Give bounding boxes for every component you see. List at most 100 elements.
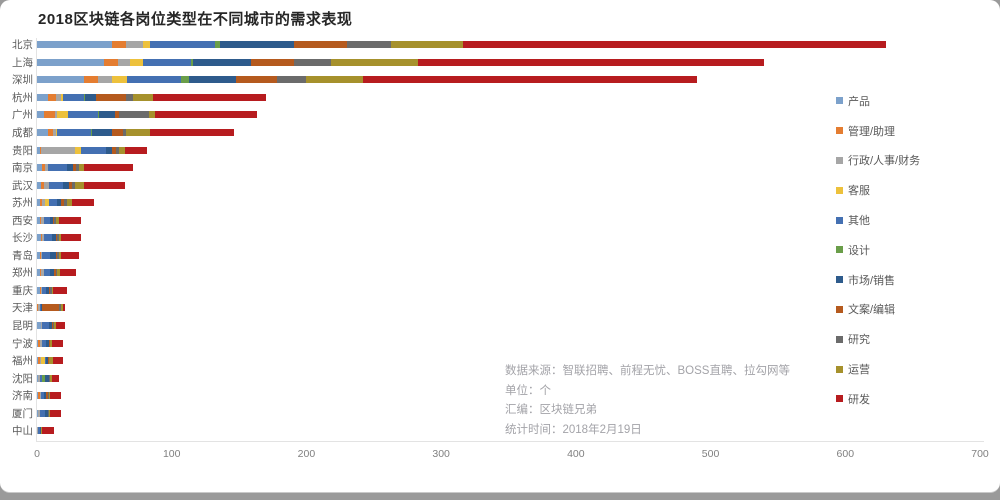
note-compiler: 汇编：区块链兄弟 (505, 404, 597, 416)
bar-segment (45, 199, 50, 207)
bar-segment (41, 286, 43, 294)
city-label: 福州 (12, 355, 33, 368)
stacked-bar (37, 286, 67, 294)
bar-segment (391, 41, 463, 49)
bar-segment (119, 146, 125, 154)
bar-segment (50, 269, 55, 277)
stacked-bar (37, 216, 82, 224)
bar-segment (53, 129, 56, 136)
bar-segment (190, 58, 194, 66)
city-label: 重庆 (12, 284, 33, 297)
bar-segment (58, 251, 62, 259)
bar-segment (41, 322, 43, 330)
bar-segment (115, 111, 120, 119)
bar-segment (125, 41, 144, 49)
bar-segment (117, 58, 130, 66)
bar-segment (39, 269, 42, 277)
bar-segment (42, 427, 55, 435)
bar-segment (193, 58, 252, 66)
bar-segment (42, 286, 47, 294)
legend-item: 管理/助理 (836, 116, 996, 146)
bar-segment (66, 199, 72, 207)
bar-segment (39, 392, 42, 400)
legend-label: 市场/销售 (848, 274, 896, 287)
city-label: 天津 (12, 302, 33, 315)
city-label: 西安 (12, 214, 33, 227)
bar-segment (49, 374, 51, 382)
bar-segment (53, 357, 63, 365)
bar-segment (51, 339, 63, 347)
bar-segment (119, 111, 149, 119)
table-row: 苏州 (0, 194, 1000, 212)
bar-segment (37, 286, 40, 294)
table-row: 青岛 (0, 247, 1000, 265)
bar-segment (112, 41, 126, 49)
bar-segment (57, 234, 59, 242)
stacked-bar (37, 374, 59, 382)
legend-item: 其他 (836, 205, 996, 235)
table-row: 济南 (0, 387, 1000, 405)
city-label: 苏州 (12, 197, 33, 210)
bar-segment (39, 409, 46, 417)
bar-segment (105, 146, 113, 154)
legend-label: 行政/人事/财务 (848, 155, 921, 168)
bar-segment (43, 269, 51, 277)
bar-segment (62, 304, 66, 312)
stacked-bar (37, 129, 234, 136)
bar-segment (58, 234, 62, 242)
note-unit: 单位：个 (505, 384, 551, 397)
legend-item: 运营 (836, 354, 996, 384)
bar-segment (41, 392, 44, 400)
bar-segment (84, 93, 86, 101)
bar-segment (55, 251, 58, 259)
legend-label: 运营 (848, 364, 870, 377)
legend-label: 研发 (848, 393, 870, 406)
bar-segment (61, 199, 64, 207)
bar-segment (143, 41, 151, 49)
bar-segment (46, 392, 48, 400)
bar-segment (54, 111, 58, 119)
bar-segment (236, 76, 277, 84)
bar-segment (39, 251, 42, 259)
bar-segment (46, 339, 50, 347)
legend-item: 文案/编辑 (836, 295, 996, 325)
bar-segment (124, 146, 148, 154)
bar-segment (37, 339, 39, 347)
bar-segment (43, 111, 55, 119)
bar-segment (112, 146, 117, 154)
city-label: 郑州 (12, 267, 33, 280)
bar-segment (51, 286, 54, 294)
bar-segment (57, 251, 59, 259)
stacked-bar (37, 58, 765, 66)
bar-segment (71, 181, 75, 189)
x-tick-label: 700 (971, 448, 989, 460)
legend-swatch-icon (836, 276, 843, 284)
bar-segment (143, 58, 191, 66)
bar-segment (41, 251, 43, 259)
city-label: 长沙 (12, 232, 33, 245)
bar-segment (76, 164, 79, 172)
city-label: 济南 (12, 390, 33, 403)
city-label: 厦门 (12, 407, 33, 420)
bar-segment (46, 286, 50, 294)
table-row: 沈阳 (0, 369, 1000, 387)
bar-segment (38, 409, 40, 417)
stacked-bar (37, 164, 133, 172)
bar-segment (42, 304, 59, 312)
legend-label: 其他 (848, 215, 870, 228)
bar-segment (41, 234, 43, 242)
bar-segment (58, 216, 82, 224)
legend-label: 管理/助理 (848, 125, 896, 138)
table-row: 贵阳 (0, 141, 1000, 159)
bar-segment (67, 111, 98, 119)
bar-segment (123, 129, 126, 136)
bar-segment (152, 93, 266, 101)
legend-swatch-icon (836, 156, 843, 164)
bar-segment (155, 111, 257, 119)
stacked-bar (37, 427, 55, 435)
legend-label: 设计 (848, 244, 870, 257)
table-row: 昆明 (0, 317, 1000, 335)
city-label: 中山 (12, 425, 33, 438)
bar-segment (38, 427, 40, 435)
